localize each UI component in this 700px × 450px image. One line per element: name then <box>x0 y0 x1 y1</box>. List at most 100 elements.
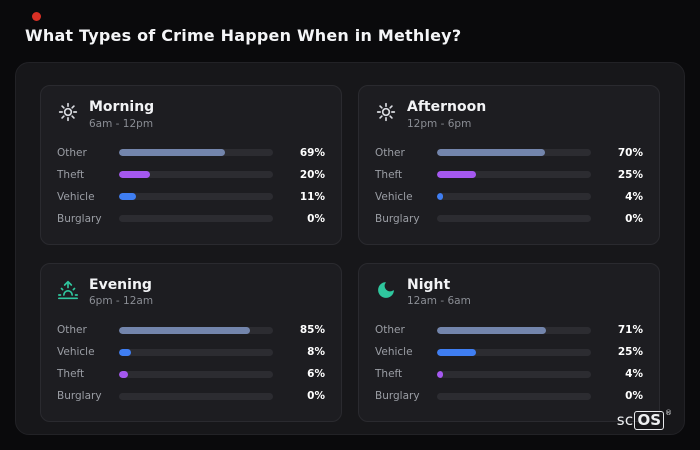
bar-chart: Other 71% Vehicle 25% Theft 4% Burglary … <box>375 319 643 407</box>
percent-value: 71% <box>617 324 643 336</box>
bar-track <box>437 171 591 178</box>
percent-value: 0% <box>625 212 643 225</box>
bar-fill <box>437 171 476 178</box>
category-label: Other <box>375 324 405 336</box>
bar-track <box>119 171 273 178</box>
bar-row: Vehicle 4% <box>375 186 643 208</box>
category-label: Other <box>57 324 87 336</box>
percent-value: 6% <box>307 368 325 380</box>
bar-chart: Other 70% Theft 25% Vehicle 4% Burglary … <box>375 142 643 230</box>
card-header-text: Morning 6am - 12pm <box>89 99 154 130</box>
card-subtitle: 12pm - 6pm <box>407 117 472 130</box>
category-label: Other <box>57 146 87 159</box>
bar-row: Theft 20% <box>57 164 325 186</box>
bar-row: Other 70% <box>375 142 643 164</box>
bar-track <box>119 149 273 156</box>
percent-value: 11% <box>299 190 325 203</box>
category-label: Vehicle <box>375 190 413 203</box>
card-subtitle: 12am - 6am <box>407 295 471 307</box>
percent-value: 0% <box>625 390 643 402</box>
category-label: Theft <box>57 368 85 380</box>
card-header-text: Afternoon 12pm - 6pm <box>407 99 486 130</box>
bar-row: Burglary 0% <box>57 208 325 230</box>
bar-row: Vehicle 8% <box>57 341 325 363</box>
card-title: Night <box>407 276 451 293</box>
percent-value: 70% <box>617 146 643 159</box>
brand-prefix: sc <box>616 410 634 429</box>
bar-row: Burglary 0% <box>375 385 643 407</box>
bar-fill <box>119 326 250 334</box>
card-header-text: Night 12am - 6am <box>407 277 471 308</box>
brand-logo: sc OS ® <box>616 408 672 430</box>
card-header: Morning 6am - 12pm <box>57 99 325 130</box>
category-label: Other <box>375 146 405 159</box>
bar-fill <box>437 370 444 378</box>
bar-track <box>437 215 591 222</box>
bar-track <box>119 348 273 356</box>
moon-icon <box>375 279 397 301</box>
percent-value: 69% <box>299 146 325 159</box>
category-label: Vehicle <box>375 346 413 358</box>
percent-value: 0% <box>307 390 325 402</box>
bar-row: Other 71% <box>375 319 643 341</box>
bar-track <box>119 392 273 400</box>
category-label: Burglary <box>375 212 420 225</box>
bar-track <box>119 193 273 200</box>
bar-fill <box>119 149 226 156</box>
category-label: Burglary <box>57 390 102 402</box>
percent-value: 4% <box>625 368 643 380</box>
bar-row: Other 69% <box>57 142 325 164</box>
bar-track <box>437 326 591 334</box>
card-header: Evening 6pm - 12am <box>57 277 325 308</box>
percent-value: 20% <box>299 168 325 181</box>
bar-row: Burglary 0% <box>375 208 643 230</box>
bar-track <box>119 215 273 222</box>
bar-row: Other 85% <box>57 319 325 341</box>
bar-row: Theft 6% <box>57 363 325 385</box>
bar-fill <box>437 193 444 200</box>
card-title: Afternoon <box>407 99 487 115</box>
bar-fill <box>119 193 136 200</box>
red-status-dot <box>32 12 41 21</box>
category-label: Vehicle <box>57 190 95 203</box>
card-subtitle: 6pm - 12am <box>89 295 154 307</box>
percent-value: 4% <box>625 190 643 203</box>
bar-track <box>119 326 273 334</box>
bar-fill <box>437 326 547 334</box>
bar-chart: Other 85% Vehicle 8% Theft 6% Burglary 0… <box>57 319 325 407</box>
bar-track <box>437 348 591 356</box>
bar-fill <box>119 370 129 378</box>
bar-track <box>437 149 591 156</box>
bar-track <box>437 392 591 400</box>
bar-row: Vehicle 25% <box>375 341 643 363</box>
percent-value: 8% <box>307 346 325 358</box>
bar-row: Vehicle 11% <box>57 186 325 208</box>
category-label: Burglary <box>375 390 420 402</box>
card-title: Morning <box>89 99 155 115</box>
page-title: What Types of Crime Happen When in Methl… <box>25 26 462 45</box>
card-subtitle: 6am - 12pm <box>89 117 154 130</box>
category-label: Burglary <box>57 212 102 225</box>
percent-value: 25% <box>617 168 643 181</box>
bar-fill <box>119 348 132 356</box>
sun-icon <box>375 101 397 123</box>
brand-suffix: OS <box>634 410 664 430</box>
category-label: Vehicle <box>57 346 95 358</box>
bar-track <box>437 370 591 378</box>
time-card-afternoon: Afternoon 12pm - 6pm Other 70% Theft 25%… <box>358 85 660 245</box>
bar-track <box>437 193 591 200</box>
percent-value: 25% <box>617 346 643 358</box>
bar-fill <box>437 348 476 356</box>
bar-row: Theft 4% <box>375 363 643 385</box>
card-header-text: Evening 6pm - 12am <box>89 277 153 308</box>
bar-track <box>119 370 273 378</box>
category-label: Theft <box>375 368 403 380</box>
time-card-evening: Evening 6pm - 12am Other 85% Vehicle 8% … <box>40 262 342 422</box>
bar-fill <box>119 171 150 178</box>
time-card-morning: Morning 6am - 12pm Other 69% Theft 20% V… <box>40 85 342 245</box>
sunset-icon <box>57 279 79 301</box>
bar-row: Theft 25% <box>375 164 643 186</box>
card-header: Afternoon 12pm - 6pm <box>375 99 643 130</box>
registered-mark: ® <box>665 408 672 417</box>
percent-value: 0% <box>307 212 325 225</box>
